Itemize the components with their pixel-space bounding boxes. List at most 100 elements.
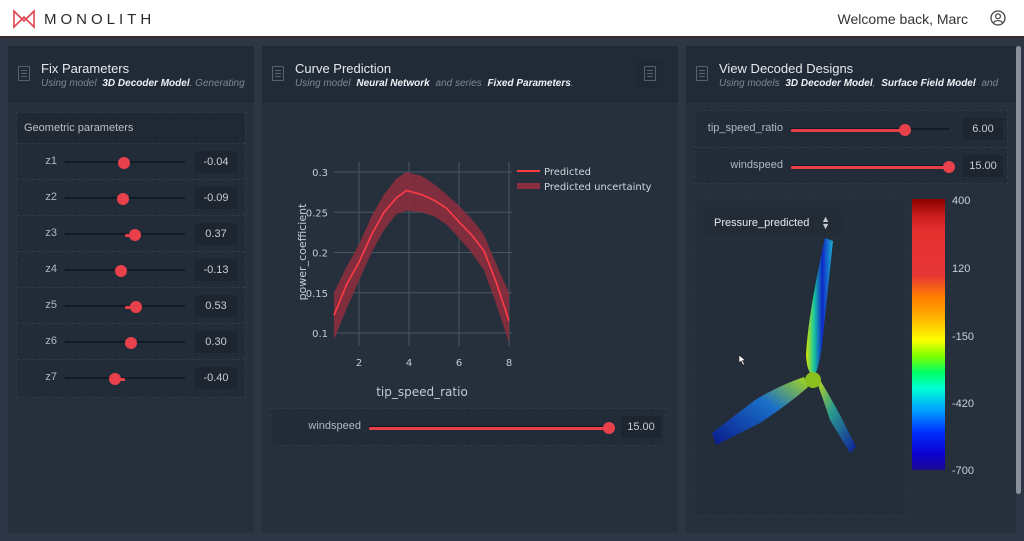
legend-swatch-uncertainty [517, 183, 540, 189]
parameter-label: z7 [45, 371, 57, 383]
slider-knob[interactable] [109, 373, 121, 385]
colorbar-label: -420 [952, 398, 975, 410]
document-icon [696, 66, 708, 81]
document-icon [18, 66, 30, 81]
parameter-value[interactable]: -0.04 [195, 151, 237, 173]
brand-name: MONOLITH [44, 11, 156, 28]
parameter-row: z7 -0.40 [17, 359, 245, 395]
panel-subtitle: Using model Neural Network and series Fi… [295, 78, 574, 89]
y-tick-label: 0.1 [312, 329, 328, 340]
slider-value[interactable]: 15.00 [963, 155, 1003, 177]
parameter-row: z1 -0.04 [17, 143, 245, 179]
parameter-value[interactable]: 0.30 [195, 331, 237, 353]
user-circle-icon[interactable] [990, 10, 1006, 26]
parameter-label: z2 [45, 191, 57, 203]
subtitle-text: . [570, 78, 574, 89]
slider-knob[interactable] [130, 301, 142, 313]
colorbar-label: 120 [952, 263, 971, 275]
slider-label: tip_speed_ratio [707, 122, 783, 134]
parameter-slider[interactable] [65, 157, 185, 169]
curve-prediction-panel: Curve Prediction Using model Neural Netw… [262, 46, 678, 533]
x-tick-label: 6 [456, 358, 462, 369]
parameter-value[interactable]: 0.37 [195, 223, 237, 245]
parameter-slider[interactable] [65, 373, 185, 385]
parameter-slider[interactable] [65, 265, 185, 277]
field-select-dropdown[interactable]: Pressure_predicted ▲ ▼ [704, 210, 842, 236]
parameter-row: z2 -0.09 [17, 179, 245, 215]
predicted-line [333, 189, 510, 322]
parameter-slider[interactable] [65, 337, 185, 349]
slider-knob[interactable] [117, 193, 129, 205]
parameter-label: z4 [45, 263, 57, 275]
parameter-value[interactable]: -0.13 [195, 259, 237, 281]
slider-knob[interactable] [115, 265, 127, 277]
subtitle-text: and series [435, 78, 482, 89]
subtitle-text: Using models [719, 78, 780, 89]
slider-knob[interactable] [603, 422, 615, 434]
slider-label: windspeed [730, 159, 783, 171]
x-tick-label: 4 [406, 358, 412, 369]
slider-knob[interactable] [943, 161, 955, 173]
design-slider[interactable] [791, 161, 955, 173]
geometric-parameters-section: Geometric parameters z1 -0.04 z2 -0.09 z3 … [16, 112, 246, 398]
parameter-slider[interactable] [65, 301, 185, 313]
slider-label: windspeed [308, 420, 361, 432]
parameter-label: z5 [45, 299, 57, 311]
design-slider-row: windspeed 15.00 [695, 147, 1007, 183]
y-tick-label: 0.15 [306, 289, 328, 300]
sort-arrows-icon: ▲ ▼ [821, 214, 830, 231]
top-bar: MONOLITH Welcome back, Marc [0, 0, 1024, 38]
parameter-value[interactable]: 0.53 [195, 295, 237, 317]
monolith-logo-icon[interactable] [12, 9, 36, 29]
slider-knob[interactable] [118, 157, 130, 169]
parameter-label: z1 [45, 155, 57, 167]
parameter-label: z3 [45, 227, 57, 239]
3d-viewport[interactable] [694, 198, 906, 516]
design-sliders-section: tip_speed_ratio 6.00 windspeed 15.00 [694, 110, 1008, 184]
y-axis-label: power_coefficient [296, 203, 309, 301]
fix-parameters-panel: Fix Parameters Using model 3D Decoder Mo… [8, 46, 254, 533]
model-name: Neural Network [356, 78, 430, 89]
parameter-row: z4 -0.13 [17, 251, 245, 287]
legend-label[interactable]: Predicted uncertainty [544, 182, 652, 193]
section-title: Geometric parameters [17, 113, 245, 143]
page-scrollbar[interactable] [1016, 46, 1021, 494]
slider-knob[interactable] [129, 229, 141, 241]
pressure-colorbar [912, 199, 945, 470]
model-name: 3D Decoder Model [102, 78, 190, 89]
parameter-slider[interactable] [65, 193, 185, 205]
parameter-label: z6 [45, 335, 57, 347]
design-slider[interactable] [791, 124, 949, 136]
parameter-value[interactable]: -0.09 [195, 187, 237, 209]
slider-fill [791, 166, 949, 169]
subtitle-text: Using model [41, 78, 97, 89]
slider-knob[interactable] [125, 337, 137, 349]
slider-fill [369, 427, 609, 430]
windspeed-slider-section: windspeed 15.00 [270, 408, 666, 446]
model-name: 3D Decoder Model [785, 78, 873, 89]
parameter-value[interactable]: -0.40 [195, 367, 237, 389]
parameter-row: z5 0.53 [17, 287, 245, 323]
panel-title: View Decoded Designs [719, 61, 854, 76]
power-coefficient-chart: 2 4 6 8 0.1 0.15 0.2 0.25 0.3 tip_speed_ratio powe… [296, 162, 652, 399]
notes-button[interactable] [636, 60, 664, 88]
y-tick-label: 0.3 [312, 168, 328, 179]
slider-value[interactable]: 6.00 [963, 118, 1003, 140]
design-slider-row: tip_speed_ratio 6.00 [695, 111, 1007, 147]
mouse-cursor-icon [738, 354, 747, 366]
y-tick-label: 0.2 [312, 249, 328, 260]
colorbar-label: 400 [952, 195, 971, 207]
colorbar-label: -700 [952, 465, 975, 477]
x-tick-label: 2 [356, 358, 362, 369]
x-axis-label: tip_speed_ratio [376, 385, 468, 399]
legend-label[interactable]: Predicted [544, 167, 591, 178]
windspeed-slider[interactable] [369, 422, 615, 434]
slider-value[interactable]: 15.00 [621, 416, 661, 438]
document-icon [644, 66, 656, 81]
turbine-3d-model[interactable] [700, 235, 900, 455]
slider-knob[interactable] [899, 124, 911, 136]
panel-header: Fix Parameters Using model 3D Decoder Mo… [8, 46, 254, 102]
parameter-slider[interactable] [65, 229, 185, 241]
parameter-row: z3 0.37 [17, 215, 245, 251]
panel-subtitle: Using models 3D Decoder Model, Surface F… [719, 78, 999, 89]
